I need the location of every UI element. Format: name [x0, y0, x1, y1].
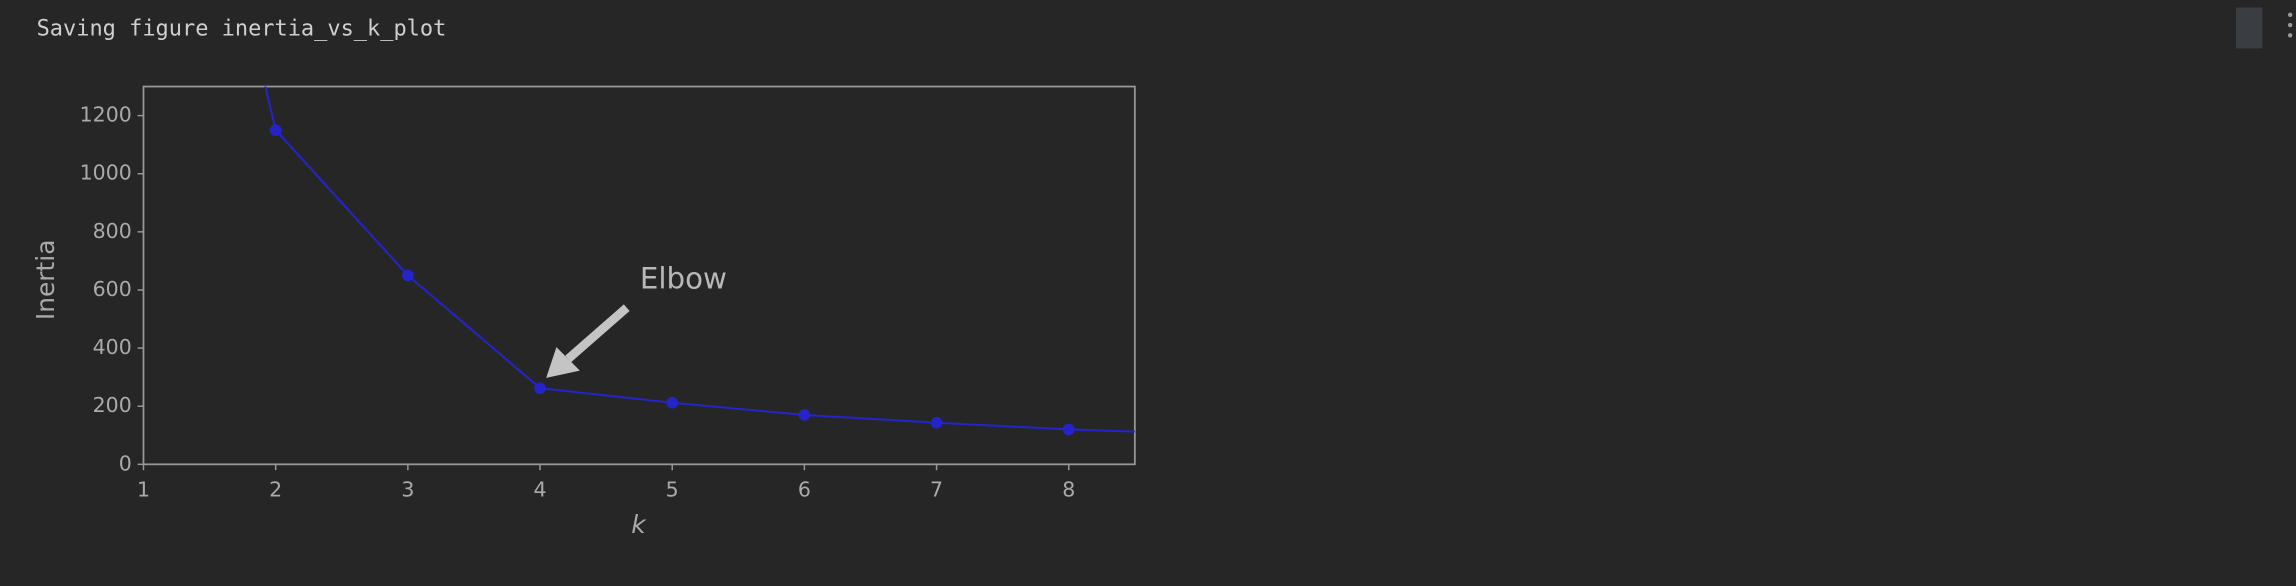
x-tick-label: 1: [137, 478, 150, 502]
data-point: [1062, 423, 1075, 436]
annotation-text: Elbow: [640, 261, 727, 295]
y-tick-label: 600: [93, 277, 132, 301]
x-tick-label: 6: [798, 478, 811, 502]
x-tick-label: 5: [666, 478, 679, 502]
more-icon[interactable]: [2287, 12, 2293, 38]
data-point: [930, 416, 943, 429]
data-point: [666, 396, 679, 409]
y-axis-label: Inertia: [31, 240, 60, 321]
plot-frame: [142, 85, 1136, 466]
output-text: Saving figure inertia_vs_k_plot: [37, 16, 447, 41]
y-tick-label: 0: [119, 451, 132, 475]
y-tick-label: 1000: [80, 161, 132, 185]
data-point: [534, 382, 546, 395]
y-tick-label: 1200: [80, 103, 132, 127]
data-line: [264, 86, 1135, 433]
plot-area: [264, 86, 1207, 440]
x-tick-label: 2: [269, 478, 282, 502]
y-tick-label: 400: [93, 335, 132, 359]
data-point: [269, 124, 282, 136]
x-axis-label: k: [631, 510, 647, 539]
data-point: [798, 409, 811, 421]
scrollbar-thumb[interactable]: [2235, 7, 2263, 49]
x-tick-label: 8: [1062, 478, 1075, 502]
y-tick-label: 800: [93, 219, 132, 243]
annotation-arrow: [546, 304, 630, 378]
data-point: [1195, 428, 1207, 440]
data-point: [401, 269, 414, 282]
x-tick-label: 3: [401, 478, 414, 502]
x-tick-label: 4: [534, 478, 547, 502]
x-tick-label: 7: [930, 478, 943, 502]
y-tick-label: 200: [93, 393, 132, 417]
